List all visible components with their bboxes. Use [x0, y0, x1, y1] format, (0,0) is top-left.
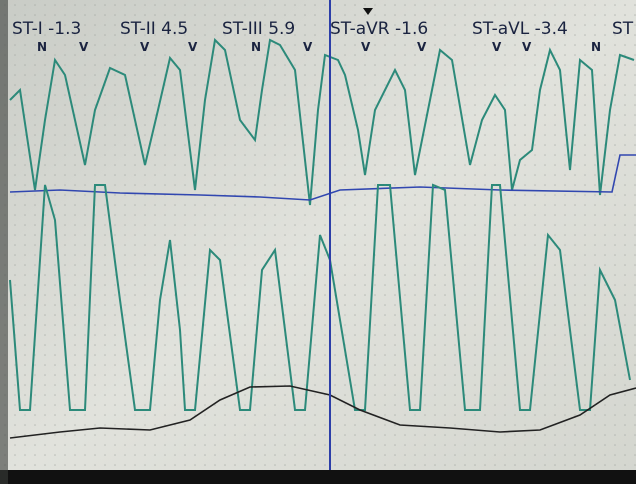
- beat-label: V: [79, 40, 89, 54]
- beat-label: V: [522, 40, 532, 54]
- cursor-marker: [363, 8, 373, 15]
- beat-label: V: [188, 40, 198, 54]
- ecg-trace-blue: [9, 154, 636, 201]
- st-label: ST-II 4.5: [120, 19, 188, 39]
- screen-bezel: [0, 470, 636, 484]
- beat-label: N: [591, 40, 601, 54]
- st-label: ST-aVL -3.4: [472, 19, 568, 39]
- st-label: ST-aVR -1.6: [330, 19, 428, 39]
- st-label: ST-III 5.9: [222, 19, 295, 39]
- st-label: ST: [612, 19, 634, 39]
- beat-label: V: [417, 40, 427, 54]
- beat-label: V: [492, 40, 502, 54]
- beat-label: V: [303, 40, 313, 54]
- screen-edge: [0, 0, 8, 484]
- beat-label: N: [251, 40, 261, 54]
- beat-label: V: [361, 40, 371, 54]
- beat-label: N: [37, 40, 47, 54]
- st-label: ST-I -1.3: [12, 19, 81, 39]
- grid-dots: [0, 0, 636, 470]
- ecg-trace-lower: [9, 183, 631, 411]
- beat-label: V: [140, 40, 150, 54]
- ecg-trace-upper: [9, 37, 635, 206]
- label-layer: ST-I -1.3 ST-II 4.5 ST-III 5.9 ST-aVR -1.6 S…: [12, 19, 634, 54]
